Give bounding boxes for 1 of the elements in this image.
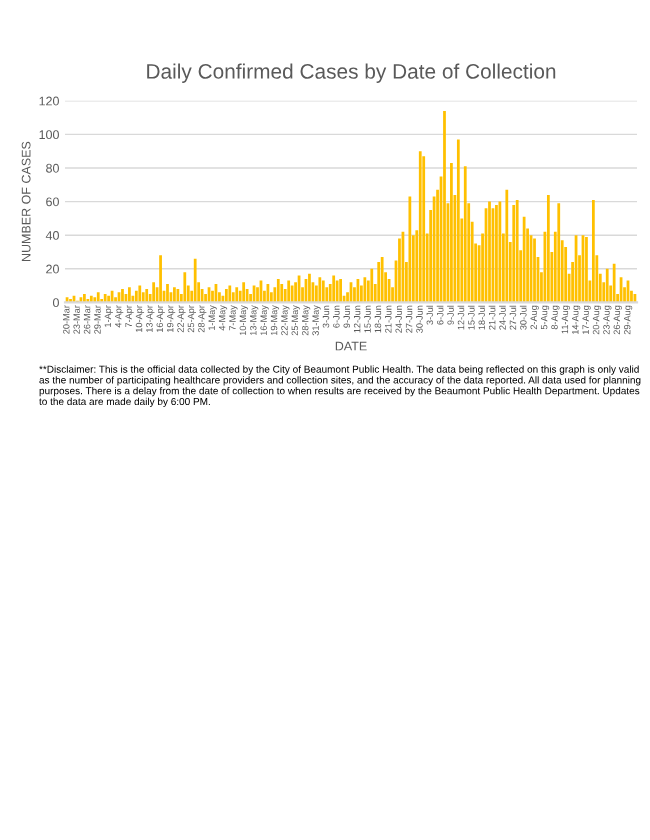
chart-title: Daily Confirmed Cases by Date of Collection <box>147 63 556 83</box>
